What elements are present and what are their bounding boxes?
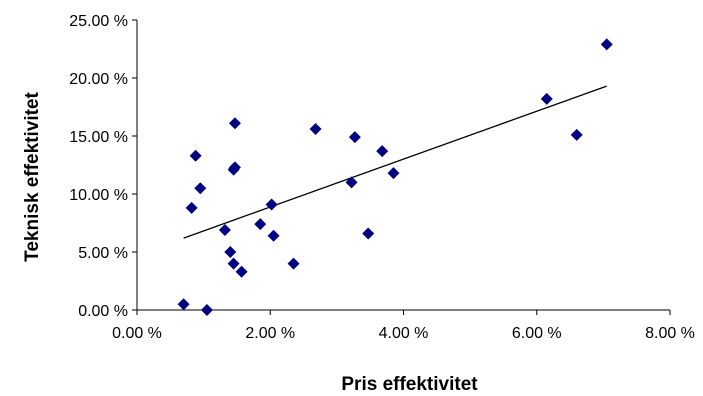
x-axis-title: Pris effektivitet — [341, 374, 478, 395]
data-point — [224, 246, 237, 258]
data-point — [228, 161, 241, 174]
x-tick-label: 2.00 % — [245, 325, 295, 342]
y-tick-label: 25.00 % — [69, 13, 128, 30]
data-point — [227, 257, 240, 270]
data-points — [177, 38, 613, 316]
data-point — [200, 304, 213, 316]
axes — [136, 20, 670, 311]
y-tick-label: 0.00 % — [78, 303, 128, 320]
data-point — [254, 218, 267, 231]
data-point — [177, 298, 190, 311]
x-tick-label: 8.00 % — [645, 325, 695, 342]
y-tick-label: 5.00 % — [78, 245, 128, 262]
y-tick-label: 10.00 % — [69, 187, 128, 204]
x-tick-label: 4.00 % — [379, 325, 429, 342]
data-point — [287, 257, 300, 270]
data-point — [376, 145, 389, 158]
data-point — [387, 167, 400, 180]
data-point — [309, 123, 322, 136]
data-point — [228, 117, 241, 130]
data-point — [267, 229, 280, 242]
y-axis-title: Teknisk effektivitet — [22, 92, 43, 262]
data-point — [194, 182, 207, 195]
data-point — [185, 201, 198, 214]
y-tick-label: 20.00 % — [69, 71, 128, 88]
tick-labels: 0.00 % 5.00 % 10.00 % 15.00 % 20.00 % 25.00 %… — [69, 13, 695, 342]
data-point — [189, 149, 202, 162]
x-tick-label: 6.00 % — [512, 325, 562, 342]
trendline — [183, 85, 607, 239]
data-point — [600, 38, 613, 51]
tick-marks — [132, 19, 671, 315]
y-tick-label: 15.00 % — [69, 129, 128, 146]
data-point — [540, 92, 553, 105]
data-point — [362, 227, 375, 240]
data-point — [218, 223, 231, 236]
data-point — [348, 131, 361, 144]
data-point — [265, 198, 278, 211]
data-point — [570, 128, 583, 141]
data-point — [345, 176, 358, 189]
data-point — [235, 265, 248, 278]
x-tick-label: 0.00 % — [112, 325, 162, 342]
